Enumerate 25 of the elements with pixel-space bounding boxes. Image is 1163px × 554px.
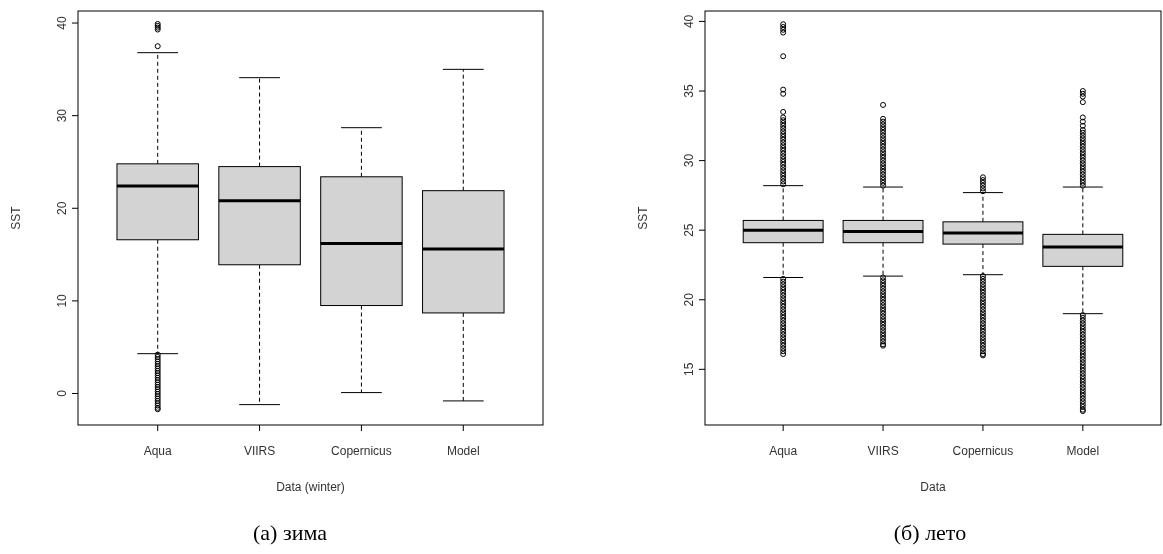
x-tick-label: Copernicus: [331, 444, 392, 458]
y-tick-label: 0: [55, 389, 69, 397]
y-tick-label: 20: [55, 201, 69, 215]
y-axis-title: SST: [9, 205, 23, 230]
text: (б) лето: [893, 520, 967, 545]
x-tick-label: VIIRS: [867, 444, 899, 458]
x-tick-label: Model: [446, 444, 480, 458]
y-tick-label: 15: [682, 362, 696, 377]
y-tick-label: 25: [682, 223, 696, 237]
x-tick-label: Aqua: [769, 444, 798, 458]
x-axis-title: Data: [920, 480, 946, 494]
text: (а) зима: [253, 520, 328, 545]
y-tick-label: 30: [55, 108, 69, 123]
y-tick-label: 40: [682, 14, 696, 29]
y-axis-title: SST: [636, 205, 650, 230]
x-axis-title: Data (winter): [276, 480, 345, 494]
x-tick-label: Model: [1066, 444, 1100, 458]
y-tick-label: 35: [682, 84, 696, 98]
x-tick-label: Copernicus: [952, 444, 1014, 458]
y-tick-label: 40: [55, 16, 69, 30]
y-tick-label: 30: [682, 153, 696, 168]
x-tick-label: Aqua: [143, 444, 173, 458]
y-tick-label: 10: [55, 293, 69, 308]
x-tick-label: VIIRS: [243, 444, 276, 458]
y-tick-label: 20: [682, 292, 696, 307]
